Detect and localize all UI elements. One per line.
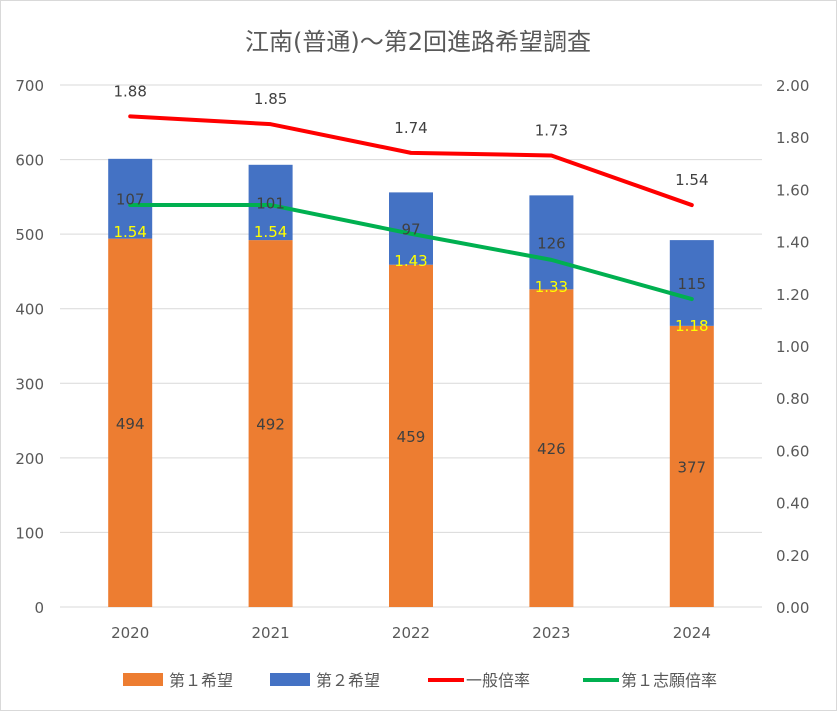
line-data-label: 1.85 <box>254 90 287 108</box>
line-第１志願倍率 <box>128 203 694 302</box>
bar-第１希望 <box>108 238 153 608</box>
line-data-label: 1.54 <box>675 171 708 189</box>
bar-第１希望 <box>529 289 574 607</box>
line-data-label: 1.74 <box>394 119 427 137</box>
right-tick-label: 0.20 <box>776 547 809 565</box>
line-data-label: 1.73 <box>535 121 568 139</box>
left-tick-label: 300 <box>15 375 44 393</box>
bar-data-label: 494 <box>116 415 145 433</box>
left-tick-label: 500 <box>15 226 44 244</box>
line-data-label: 1.18 <box>675 317 708 335</box>
bar-第１希望 <box>389 264 433 607</box>
right-tick-label: 0.40 <box>776 495 809 513</box>
bar-data-label: 459 <box>397 428 426 446</box>
bar-data-label: 377 <box>677 458 706 476</box>
bar-第２希望 <box>529 195 574 290</box>
bar-第２希望 <box>108 158 153 239</box>
legend-swatch <box>270 673 310 686</box>
line-data-label: 1.54 <box>254 223 287 241</box>
x-tick-label: 2024 <box>673 624 711 642</box>
line-data-label: 1.88 <box>113 82 146 100</box>
right-tick-label: 1.00 <box>776 338 809 356</box>
right-tick-label: 0.00 <box>776 599 809 617</box>
right-tick-label: 0.60 <box>776 442 809 460</box>
legend-label: 一般倍率 <box>466 671 530 690</box>
right-tick-label: 1.40 <box>776 234 809 252</box>
left-tick-label: 400 <box>15 301 44 319</box>
line-data-label: 1.33 <box>535 278 568 296</box>
bar-data-label: 426 <box>537 440 566 458</box>
legend-label: 第１志願倍率 <box>621 671 717 690</box>
right-tick-label: 0.80 <box>776 390 809 408</box>
right-tick-label: 1.80 <box>776 129 809 147</box>
bar-data-label: 115 <box>677 275 706 293</box>
line-data-label: 1.43 <box>394 252 427 270</box>
right-tick-label: 1.60 <box>776 181 809 199</box>
legend-label: 第１希望 <box>169 671 233 690</box>
bar-data-label: 126 <box>537 234 566 252</box>
bar-第２希望 <box>389 192 433 265</box>
bar-第２希望 <box>669 240 714 326</box>
legend-swatch <box>123 673 163 686</box>
x-tick-label: 2020 <box>111 624 149 642</box>
bar-第２希望 <box>248 164 293 241</box>
right-tick-label: 1.20 <box>776 286 809 304</box>
bar-第１希望 <box>248 240 293 607</box>
left-tick-label: 600 <box>15 152 44 170</box>
bar-data-label: 492 <box>256 416 285 434</box>
left-tick-label: 700 <box>15 77 44 95</box>
x-tick-label: 2022 <box>392 624 430 642</box>
bar-第１希望 <box>669 325 714 607</box>
legend-label: 第２希望 <box>316 671 380 690</box>
line-一般倍率 <box>128 114 694 208</box>
x-tick-label: 2023 <box>532 624 570 642</box>
x-tick-label: 2021 <box>252 624 290 642</box>
left-tick-label: 200 <box>15 450 44 468</box>
line-data-label: 1.54 <box>113 223 146 241</box>
left-tick-label: 100 <box>15 524 44 542</box>
left-tick-label: 0 <box>34 599 44 617</box>
bar-data-label: 101 <box>256 194 285 212</box>
right-tick-label: 2.00 <box>776 77 809 95</box>
chart-title: 江南(普通)～第2回進路希望調査 <box>245 28 591 56</box>
bar-data-label: 107 <box>116 191 145 209</box>
bar-data-label: 97 <box>401 221 420 239</box>
